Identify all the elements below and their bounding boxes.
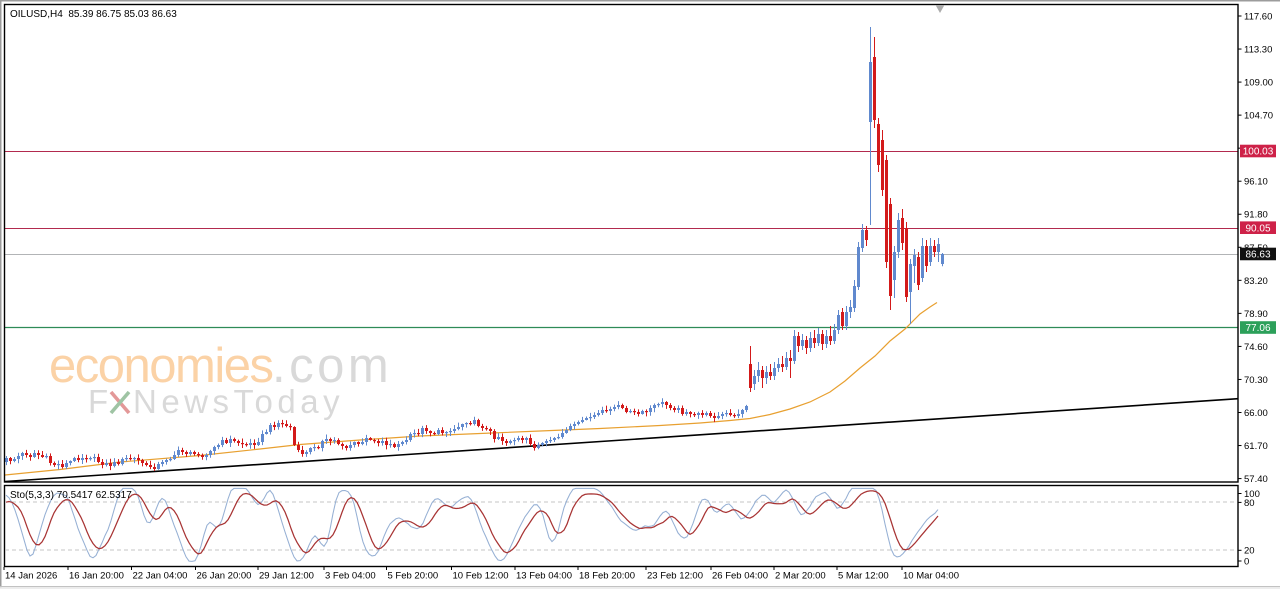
svg-text:74.60: 74.60 (1244, 342, 1268, 353)
svg-text:96.10: 96.10 (1244, 177, 1268, 188)
svg-text:0: 0 (1244, 556, 1249, 567)
svg-text:29 Jan 12:00: 29 Jan 12:00 (259, 571, 314, 582)
svg-text:23 Feb 12:00: 23 Feb 12:00 (647, 571, 703, 582)
svg-text:100.03: 100.03 (1243, 147, 1274, 158)
svg-text:16 Jan 20:00: 16 Jan 20:00 (69, 571, 124, 582)
svg-text:2 Mar 20:00: 2 Mar 20:00 (775, 571, 826, 582)
svg-text:61.70: 61.70 (1244, 441, 1268, 452)
svg-text:18 Feb 20:00: 18 Feb 20:00 (579, 571, 635, 582)
svg-text:70.30: 70.30 (1244, 375, 1268, 386)
svg-text:F: F (88, 383, 113, 420)
svg-text:NewsToday: NewsToday (133, 383, 344, 420)
svg-text:10 Mar 04:00: 10 Mar 04:00 (903, 571, 959, 582)
svg-text:90.05: 90.05 (1245, 223, 1270, 234)
svg-text:66.00: 66.00 (1244, 408, 1268, 419)
svg-text:113.30: 113.30 (1244, 45, 1272, 56)
svg-text:3 Feb 04:00: 3 Feb 04:00 (325, 571, 376, 582)
svg-text:20: 20 (1244, 546, 1255, 557)
svg-text:OILUSD,H4 85.39 86.75 85.03 8: OILUSD,H4 85.39 86.75 85.03 86.63 (10, 9, 177, 20)
svg-text:economies: economies (49, 339, 272, 393)
svg-text:100: 100 (1244, 489, 1260, 500)
svg-text:13 Feb 04:00: 13 Feb 04:00 (516, 571, 572, 582)
svg-text:80: 80 (1244, 498, 1255, 509)
svg-text:78.90: 78.90 (1244, 309, 1268, 320)
svg-text:14 Jan 2026: 14 Jan 2026 (5, 571, 57, 582)
svg-text:57.40: 57.40 (1244, 474, 1268, 485)
svg-text:5 Feb 20:00: 5 Feb 20:00 (388, 571, 439, 582)
svg-text:117.60: 117.60 (1244, 12, 1272, 23)
svg-text:22 Jan 04:00: 22 Jan 04:00 (133, 571, 188, 582)
svg-text:77.06: 77.06 (1245, 323, 1270, 334)
svg-text:83.20: 83.20 (1244, 276, 1268, 287)
svg-text:86.63: 86.63 (1245, 250, 1270, 261)
svg-text:104.70: 104.70 (1244, 111, 1273, 122)
svg-text:109.00: 109.00 (1244, 78, 1273, 89)
svg-text:91.80: 91.80 (1244, 210, 1268, 221)
svg-text:.com: .com (272, 339, 392, 393)
svg-text:26 Feb 04:00: 26 Feb 04:00 (712, 571, 768, 582)
svg-text:10 Feb 12:00: 10 Feb 12:00 (453, 571, 509, 582)
svg-text:5 Mar 12:00: 5 Mar 12:00 (838, 571, 889, 582)
svg-text:Sto(5,3,3) 70.5417 62.5317: Sto(5,3,3) 70.5417 62.5317 (10, 490, 132, 501)
svg-text:26 Jan 20:00: 26 Jan 20:00 (197, 571, 252, 582)
